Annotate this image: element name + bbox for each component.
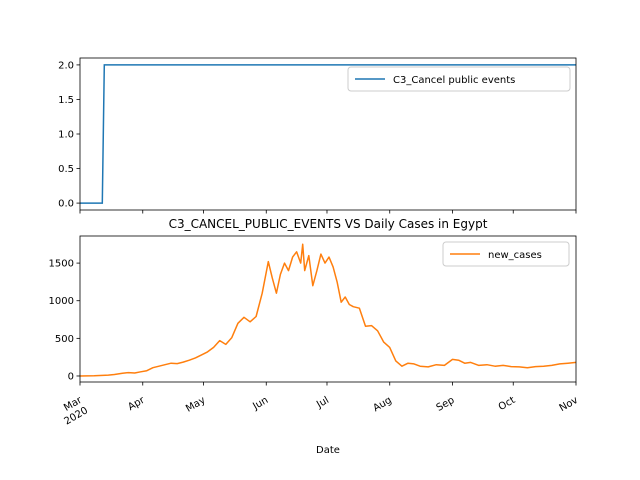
bottom-x-tick-label-2: May xyxy=(184,395,207,415)
top-plot-area xyxy=(80,64,576,204)
x-axis-label: Date xyxy=(316,445,340,456)
bottom-subplot: 0 500 1000 1500 Mar2020 Apr May Jun Jul Aug Sep Oc… xyxy=(49,235,580,456)
bottom-x-axis: Mar2020 Apr May Jun Jul Aug Sep Oct Nov xyxy=(56,382,580,428)
bottom-y-tick-label-3: 1500 xyxy=(49,259,74,270)
top-legend-box xyxy=(347,66,571,92)
bottom-x-tick-label-6: Sep xyxy=(435,395,457,414)
bottom-x-tick-label-0: Mar2020 xyxy=(56,394,90,427)
bottom-axes-frame xyxy=(79,235,577,383)
bottom-y-tick-label-1: 500 xyxy=(55,334,74,345)
bottom-legend-box xyxy=(442,241,570,267)
top-axes-frame xyxy=(79,57,577,211)
bottom-y-tick-label-2: 1000 xyxy=(49,296,74,307)
bottom-plot-area xyxy=(79,243,577,377)
top-y-tick-label-2: 1.0 xyxy=(58,130,74,141)
top-y-tick-label-0: 0.0 xyxy=(58,199,74,210)
bottom-x-tick-label-4: Jul xyxy=(314,395,331,411)
chart-title: C3_CANCEL_PUBLIC_EVENTS VS Daily Cases i… xyxy=(169,217,488,231)
top-x-ticks xyxy=(79,210,577,214)
bottom-y-tick-label-0: 0 xyxy=(68,371,74,382)
bottom-legend-label: new_cases xyxy=(488,250,542,261)
bottom-legend: new_cases xyxy=(442,241,570,267)
top-legend-label: C3_Cancel public events xyxy=(393,75,515,86)
bottom-series-line-0 xyxy=(79,243,577,377)
bottom-x-tick-label-3: Jun xyxy=(250,395,270,413)
top-legend: C3_Cancel public events xyxy=(347,66,571,92)
bottom-y-axis: 0 500 1000 1500 xyxy=(49,259,80,382)
bottom-x-tick-label-1: Apr xyxy=(126,394,147,413)
top-series-line-0 xyxy=(80,64,576,204)
top-subplot: 0.0 0.5 1.0 1.5 2.0 C3_Cancel public events xyxy=(58,57,577,214)
top-y-tick-label-4: 2.0 xyxy=(58,60,74,71)
bottom-x-tick-label-5: Aug xyxy=(371,395,393,414)
top-y-tick-label-1: 0.5 xyxy=(58,164,74,175)
top-y-tick-label-3: 1.5 xyxy=(58,95,74,106)
bottom-x-tick-label-8: Nov xyxy=(558,395,580,414)
top-y-axis: 0.0 0.5 1.0 1.5 2.0 xyxy=(58,60,80,210)
bottom-x-tick-label-7: Oct xyxy=(497,395,518,413)
